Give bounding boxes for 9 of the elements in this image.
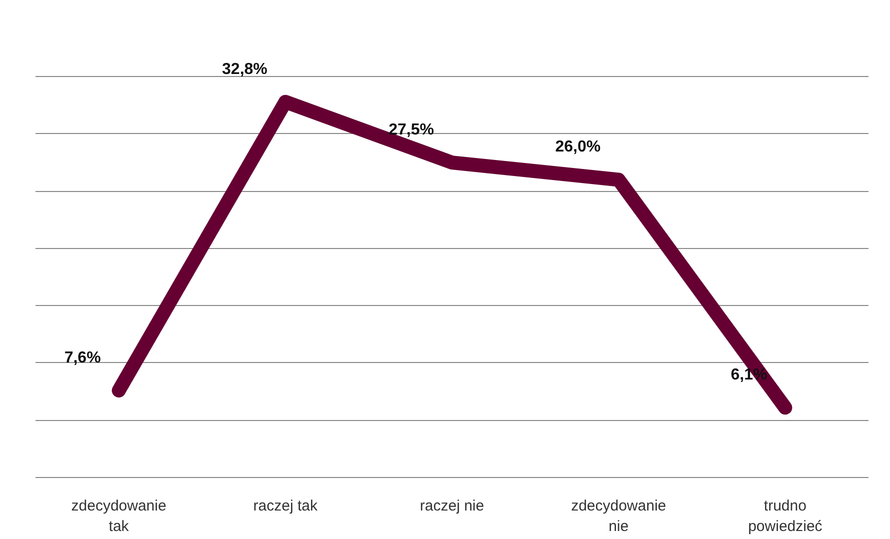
- data-label: 32,8%: [222, 60, 268, 78]
- data-label: 27,5%: [388, 122, 434, 139]
- data-label: 26,0%: [555, 138, 601, 156]
- x-tick-label: trudno powiedzieć: [748, 498, 823, 535]
- data-label: 7,6%: [64, 349, 101, 366]
- x-tick-label: zdecydowanie nie: [571, 498, 666, 535]
- x-tick-label: raczej nie: [420, 498, 484, 514]
- x-tick-label: zdecydowanie tak: [71, 498, 166, 535]
- x-tick-label: raczej tak: [253, 498, 318, 514]
